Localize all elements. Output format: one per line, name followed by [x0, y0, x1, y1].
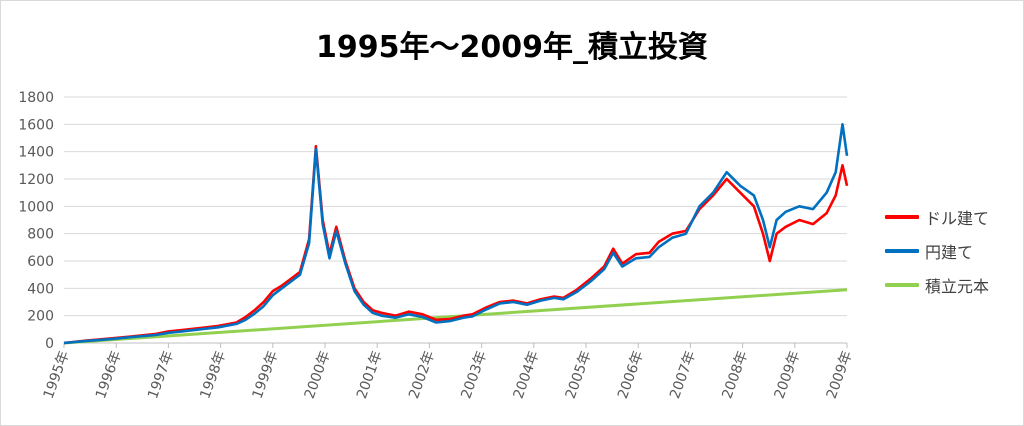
x-tick-label: 1996年 [93, 349, 125, 401]
series-lines [63, 123, 849, 345]
series-line-1 [63, 123, 849, 345]
x-tick-label: 2004年 [511, 349, 543, 401]
x-tick-label: 1998年 [197, 349, 229, 401]
x-tick-label: 1997年 [145, 349, 177, 401]
x-tick-label: 1999年 [250, 349, 282, 401]
y-tick-label: 0 [45, 336, 54, 352]
y-tick-label: 800 [27, 227, 54, 243]
legend-item: ドル建て [885, 200, 1020, 234]
y-tick-label: 200 [27, 309, 54, 325]
legend: ドル建て円建て積立元本 [885, 200, 1020, 302]
legend-swatch [885, 215, 919, 219]
y-tick-label: 1400 [18, 145, 54, 161]
y-tick-label: 600 [27, 254, 54, 270]
x-tick-label: 2002年 [406, 349, 438, 401]
x-tick-label: 2009年 [772, 349, 804, 401]
x-tick-label: 2009年 [824, 349, 856, 401]
legend-item: 円建て [885, 234, 1020, 268]
y-tick-label: 1600 [18, 117, 54, 133]
legend-swatch [885, 249, 919, 253]
chart-title: 1995年～2009年_積立投資 [316, 30, 708, 65]
legend-swatch [885, 283, 919, 287]
y-tick-label: 1000 [18, 199, 54, 215]
legend-item: 積立元本 [885, 268, 1020, 302]
x-tick-label: 1995年 [41, 349, 73, 401]
y-tick-label: 1800 [18, 90, 54, 106]
x-axis-tick-labels: 1995年 1996年 1997年 1998年 1999年 2000年 2001年 2002年… [41, 343, 856, 401]
y-tick-label: 400 [27, 281, 54, 297]
x-tick-label: 2007年 [667, 349, 699, 401]
x-tick-label: 2005年 [563, 349, 595, 401]
x-tick-label: 2008年 [719, 349, 751, 401]
series-line-0 [63, 144, 849, 345]
x-tick-label: 2003年 [458, 349, 490, 401]
x-tick-label: 2000年 [302, 349, 334, 401]
legend-label: 積立元本 [925, 277, 990, 296]
x-tick-label: 2006年 [615, 349, 647, 401]
legend-label: 円建て [925, 243, 974, 262]
legend-label: ドル建て [925, 209, 990, 228]
gridlines [64, 96, 847, 344]
y-tick-label: 1200 [18, 172, 54, 188]
y-axis-tick-labels: 0 200 400 600 800 1000 1200 1400 1600 1800 [18, 90, 54, 352]
x-tick-label: 2001年 [354, 349, 386, 401]
